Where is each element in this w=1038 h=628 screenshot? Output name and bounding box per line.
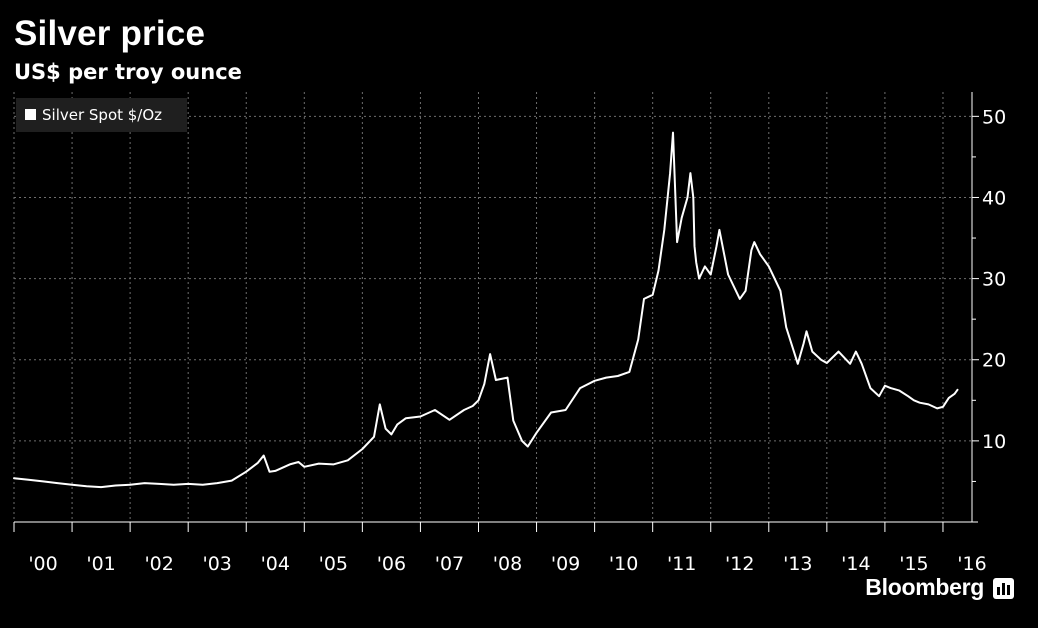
axes bbox=[14, 92, 978, 523]
x-tick-label-04: '04 bbox=[261, 553, 290, 575]
x-tick-label-05: '05 bbox=[319, 553, 348, 575]
x-axis-ticks: '00 '01 '02 '03 '04 '05 '06 '07 '08 '09 '10 '11 '12 '… bbox=[13, 522, 987, 575]
y-tick-label-50: 50 bbox=[982, 106, 1006, 128]
legend-swatch bbox=[25, 109, 36, 120]
x-tick-label-10: '10 bbox=[609, 553, 638, 575]
y-tick-label-10: 10 bbox=[982, 431, 1006, 453]
chart-subtitle: US$ per troy ounce bbox=[14, 60, 242, 84]
x-tick-label-13: '13 bbox=[783, 553, 812, 575]
y-tick-label-30: 30 bbox=[982, 269, 1006, 291]
y-axis-ticks: 10 20 30 40 50 bbox=[972, 106, 1006, 482]
bloomberg-chart-icon bbox=[993, 578, 1014, 599]
y-tick-label-40: 40 bbox=[982, 187, 1006, 209]
x-tick-label-16: '16 bbox=[957, 553, 986, 575]
x-tick-label-08: '08 bbox=[493, 553, 522, 575]
x-tick-label-14: '14 bbox=[841, 553, 870, 575]
series-line-silver-spot bbox=[13, 131, 959, 489]
x-tick-label-11: '11 bbox=[667, 553, 696, 575]
x-tick-label-02: '02 bbox=[144, 553, 173, 575]
y-gridlines bbox=[14, 115, 972, 442]
legend: Silver Spot $/Oz bbox=[16, 98, 187, 132]
bloomberg-logo: Bloomberg bbox=[865, 574, 984, 600]
x-tick-label-07: '07 bbox=[435, 553, 464, 575]
x-tick-label-12: '12 bbox=[725, 553, 754, 575]
x-tick-label-09: '09 bbox=[551, 553, 580, 575]
x-tick-label-00: '00 bbox=[28, 553, 57, 575]
legend-label: Silver Spot $/Oz bbox=[42, 106, 162, 124]
x-tick-label-03: '03 bbox=[203, 553, 232, 575]
x-tick-label-06: '06 bbox=[377, 553, 406, 575]
chart-title: Silver price bbox=[14, 14, 206, 53]
x-tick-label-15: '15 bbox=[899, 553, 928, 575]
x-gridlines bbox=[13, 92, 944, 522]
legend-box bbox=[16, 98, 187, 132]
x-tick-label-01: '01 bbox=[86, 553, 115, 575]
series-layer bbox=[13, 131, 959, 489]
y-tick-label-20: 20 bbox=[982, 350, 1006, 372]
